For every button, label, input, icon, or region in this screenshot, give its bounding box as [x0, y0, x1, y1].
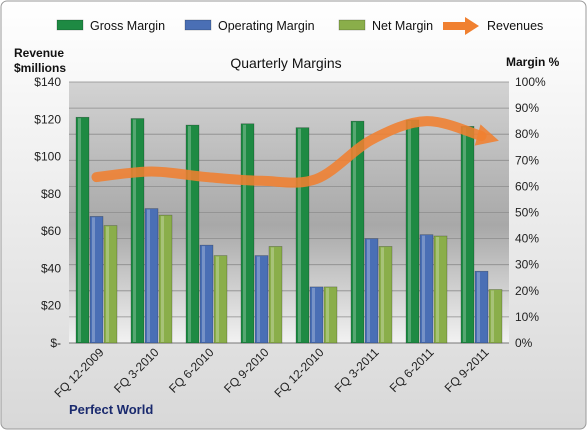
bar-highlight — [381, 247, 384, 342]
right-tick-label: 70% — [515, 153, 539, 167]
right-tick-label: 100% — [515, 75, 546, 89]
legend: Gross Margin Operating Margin Net Margin Re… — [56, 17, 543, 35]
bar-net-margin — [378, 246, 393, 344]
footer-company-name: Perfect World — [69, 402, 153, 417]
legend-swatch-gross-margin — [56, 19, 84, 31]
legend-label-net-margin: Net Margin — [372, 19, 433, 33]
bar-net-margin — [268, 246, 283, 344]
bar-operating-margin — [364, 238, 379, 344]
bar-operating-margin — [254, 255, 269, 344]
bar-net-margin — [323, 286, 338, 344]
revenue-line — [91, 116, 499, 188]
bar-gross-margin — [185, 124, 200, 344]
bar-highlight — [243, 124, 246, 342]
bar-highlight — [106, 226, 109, 342]
legend-swatch-operating-margin — [184, 19, 212, 31]
left-tick-label: $40 — [41, 261, 61, 275]
bar-gross-margin — [405, 119, 420, 344]
right-tick-label: 50% — [515, 206, 539, 220]
bar-gross-margin — [295, 127, 310, 344]
bar-highlight — [312, 287, 315, 342]
bar-highlight — [161, 216, 164, 342]
bar-highlight — [367, 239, 370, 342]
chart-title: Quarterly Margins — [230, 55, 341, 71]
bar-highlight — [326, 287, 329, 342]
left-axis-ticks: $- $20 $40 $60 $80 $100 $120 $140 — [34, 75, 61, 350]
bar-net-margin — [488, 289, 503, 344]
legend-label-revenues: Revenues — [487, 19, 543, 33]
right-tick-label: 90% — [515, 101, 539, 115]
legend-swatch-arrowhead — [465, 17, 479, 35]
bar-net-margin — [103, 225, 118, 344]
bar-highlight — [92, 217, 95, 342]
bar-highlight — [133, 119, 136, 342]
bar-operating-margin — [419, 234, 434, 344]
left-tick-label: $100 — [34, 150, 61, 164]
bar-highlight — [78, 118, 81, 342]
bar-highlight — [491, 290, 494, 342]
right-tick-label: 40% — [515, 232, 539, 246]
right-tick-label: 0% — [515, 336, 533, 350]
bar-highlight — [202, 246, 205, 342]
left-tick-label: $20 — [41, 299, 61, 313]
bar-operating-margin — [144, 208, 159, 344]
right-tick-label: 80% — [515, 127, 539, 141]
right-tick-label: 30% — [515, 258, 539, 272]
bar-gross-margin — [240, 123, 255, 344]
bar-gross-margin — [130, 118, 145, 344]
left-tick-label: $140 — [34, 75, 61, 89]
left-axis-title-line1: Revenue — [14, 46, 64, 60]
legend-label-gross-margin: Gross Margin — [90, 19, 165, 33]
bar-highlight — [271, 247, 274, 342]
bar-operating-margin — [309, 286, 324, 344]
left-tick-label: $60 — [41, 224, 61, 238]
bar-highlight — [477, 272, 480, 342]
right-tick-label: 10% — [515, 310, 539, 324]
bar-highlight — [298, 128, 301, 342]
bar-gross-margin — [460, 126, 475, 344]
bar-highlight — [463, 127, 466, 343]
left-tick-label: $- — [50, 336, 61, 350]
left-tick-label: $80 — [41, 187, 61, 201]
bar-net-margin — [433, 235, 448, 344]
bar-gross-margin — [350, 120, 365, 344]
right-tick-label: 60% — [515, 179, 539, 193]
right-axis-title: Margin % — [506, 55, 560, 69]
right-axis-ticks: 0% 10% 20% 30% 40% 50% 60% 70% 80% 90% 100% — [515, 75, 546, 350]
legend-label-operating-margin: Operating Margin — [218, 19, 315, 33]
bar-highlight — [353, 122, 356, 343]
right-tick-label: 20% — [515, 284, 539, 298]
bar-operating-margin — [89, 216, 104, 344]
bar-highlight — [147, 209, 150, 342]
legend-swatch-net-margin — [338, 19, 366, 31]
bar-operating-margin — [199, 244, 214, 344]
revenue-line-path — [91, 116, 487, 188]
bar-highlight — [216, 256, 219, 342]
bar-net-margin — [213, 255, 228, 344]
left-tick-label: $120 — [34, 112, 61, 126]
bar-operating-margin — [474, 270, 489, 344]
revenue-line-arrowhead — [474, 124, 499, 146]
bar-gross-margin — [75, 116, 90, 344]
bar-highlight — [408, 120, 411, 342]
bar-net-margin — [158, 214, 173, 344]
bar-highlight — [257, 256, 260, 342]
left-axis-title-line2: $millions — [14, 61, 66, 75]
bar-highlight — [188, 126, 191, 342]
bar-highlight — [436, 236, 439, 342]
bar-highlight — [422, 235, 425, 342]
